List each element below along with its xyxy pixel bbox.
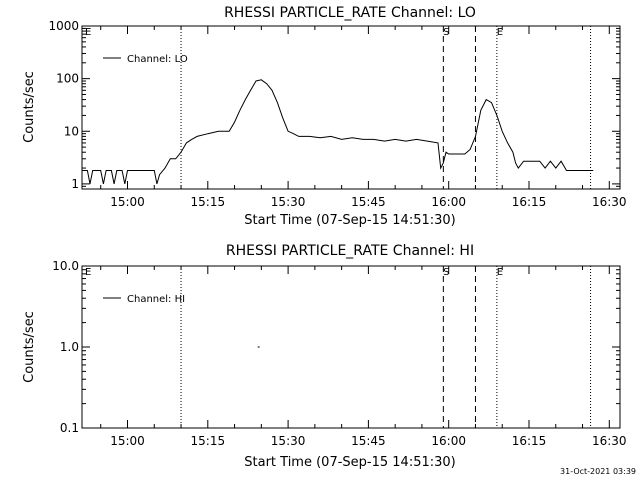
hi-y-tick-label: 10.0 <box>52 259 79 273</box>
hi-x-tick-label: 16:00 <box>431 434 466 448</box>
hi-channel-panel: RHESSI PARTICLE_RATE Channel: HI Start T… <box>22 243 627 470</box>
hi-x-tick-label: 16:15 <box>512 434 547 448</box>
lo-y-tick-label: 100 <box>56 72 79 86</box>
hi-plot-frame <box>81 265 621 429</box>
lo-chart-title: RHESSI PARTICLE_RATE Channel: LO <box>224 5 476 21</box>
lo-y-tick-label: 10 <box>64 124 79 138</box>
lo-x-tick-label: 15:00 <box>110 195 145 209</box>
lo-flag-label: E <box>85 27 91 38</box>
lo-y-tick-label: 1 <box>71 177 79 191</box>
lo-plot-frame <box>81 25 621 190</box>
lo-y-tick-label: 1000 <box>48 19 79 33</box>
lo-x-tick-label: 16:00 <box>431 195 466 209</box>
lo-x-tick-label: 15:45 <box>351 195 386 209</box>
hi-x-axis-label: Start Time (07-Sep-15 14:51:30) <box>244 455 455 470</box>
lo-flag-label: S <box>443 27 449 38</box>
lo-x-tick-label: 16:15 <box>512 195 547 209</box>
hi-x-tick-label: 16:30 <box>592 434 627 448</box>
hi-x-tick-label: 15:15 <box>191 434 226 448</box>
hi-legend-label: Channel: HI <box>127 294 185 305</box>
lo-x-tick-label: 15:30 <box>271 195 306 209</box>
hi-y-axis-label: Counts/sec <box>22 311 37 383</box>
hi-y-tick-label: 1.0 <box>60 340 79 354</box>
hi-x-tick-label: 15:45 <box>351 434 386 448</box>
footer-timestamp: 31-Oct-2021 03:39 <box>560 467 636 476</box>
hi-chart-title: RHESSI PARTICLE_RATE Channel: HI <box>226 243 474 259</box>
hi-flag-label: E <box>85 267 91 278</box>
hi-x-tick-label: 15:30 <box>271 434 306 448</box>
lo-series-line <box>82 79 594 185</box>
lo-flag-label: E <box>497 27 503 38</box>
lo-legend-label: Channel: LO <box>127 54 188 65</box>
lo-x-tick-label: 16:30 <box>592 195 627 209</box>
hi-flag-label: E <box>497 267 503 278</box>
lo-channel-panel: RHESSI PARTICLE_RATE Channel: LO Start T… <box>22 5 627 228</box>
hi-y-tick-label: 0.1 <box>60 421 79 435</box>
lo-x-axis-label: Start Time (07-Sep-15 14:51:30) <box>244 213 455 228</box>
lo-y-axis-label: Counts/sec <box>22 71 37 143</box>
hi-flag-label: S <box>443 267 449 278</box>
lo-x-tick-label: 15:15 <box>191 195 226 209</box>
hi-x-tick-label: 15:00 <box>110 434 145 448</box>
